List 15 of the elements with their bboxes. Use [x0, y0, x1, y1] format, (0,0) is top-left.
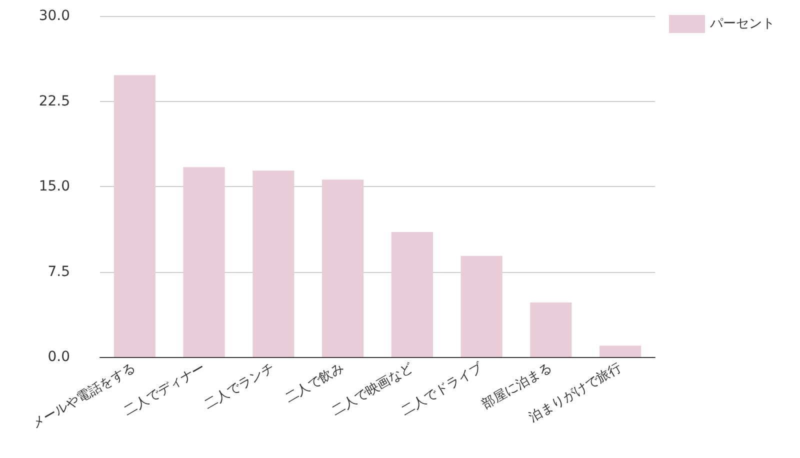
y-tick-label: 22.5 — [38, 93, 70, 110]
y-tick-label: 7.5 — [48, 264, 70, 280]
bar — [460, 256, 502, 357]
bar — [252, 170, 294, 357]
y-tick-label: 30.0 — [38, 8, 70, 24]
bar — [183, 167, 225, 357]
y-tick-label: 15.0 — [38, 178, 70, 194]
bar — [322, 180, 364, 357]
bar — [114, 75, 156, 357]
bar — [530, 302, 572, 357]
x-tick-label: 二人でランチ — [202, 360, 278, 412]
legend-label: パーセント — [709, 16, 775, 32]
bar — [600, 346, 642, 357]
y-tick-label: 0.0 — [48, 349, 70, 365]
bar — [391, 232, 433, 357]
